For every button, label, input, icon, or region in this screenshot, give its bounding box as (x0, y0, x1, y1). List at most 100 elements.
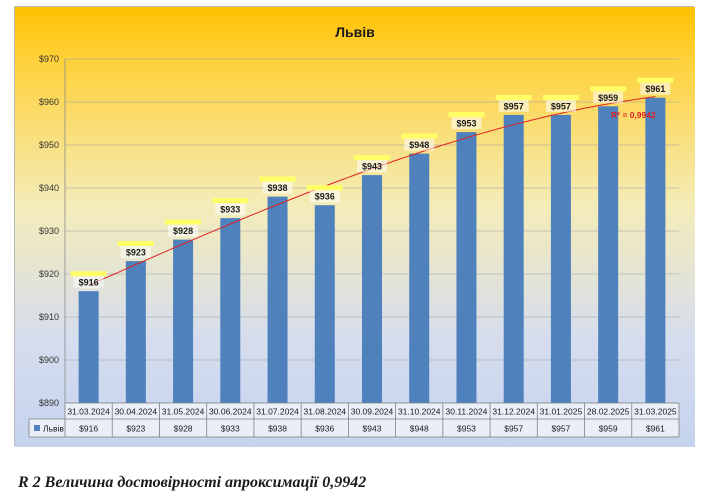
y-tick-label: $890 (39, 398, 59, 408)
data-label: $928 (173, 226, 193, 236)
data-label-highlight (590, 86, 627, 92)
legend-swatch (34, 425, 40, 431)
bar (314, 205, 335, 403)
data-label-box (545, 99, 576, 112)
data-label-box (451, 117, 482, 130)
bar (220, 218, 241, 403)
table-value: $959 (599, 424, 618, 434)
table-value: $943 (363, 424, 382, 434)
bar (362, 175, 382, 403)
data-label: $916 (79, 278, 99, 288)
data-label-box (498, 99, 529, 112)
data-label: $957 (551, 101, 571, 111)
data-label-highlight (637, 77, 674, 83)
x-tick-label: 31.01.2025 (540, 407, 583, 417)
table-value: $928 (174, 424, 193, 434)
table-header-row (65, 403, 679, 419)
bar (78, 291, 99, 403)
table-value: $957 (504, 424, 523, 434)
data-labels: $916 $923 $928 $933 $938 $936 $943 $948 $953 $957… (70, 77, 674, 289)
table-value: $916 (79, 424, 98, 434)
data-label-box (404, 138, 435, 151)
data-label-highlight (70, 271, 107, 277)
data-label-highlight (448, 112, 485, 118)
data-label-box (215, 203, 246, 216)
data-label: $948 (409, 140, 429, 150)
table-value: $961 (646, 424, 665, 434)
x-tick-label: 31.08.2024 (303, 407, 346, 417)
data-label: $961 (645, 84, 665, 94)
y-tick-label: $940 (39, 183, 59, 193)
bar (503, 114, 524, 404)
data-label-highlight (165, 219, 202, 225)
caption: R 2 Величина достовірності апроксимації … (18, 474, 367, 491)
data-label-box (262, 181, 293, 194)
chart-frame: Львів $890 $900 $910 $920 $930 $940 $950 $960 $9… (14, 6, 695, 447)
data-label: $959 (598, 93, 618, 103)
data-label-highlight (212, 198, 249, 204)
x-tick-label: 31.10.2024 (398, 407, 441, 417)
r2-label: R² = 0,9942 (611, 110, 656, 120)
data-label-box (593, 91, 624, 104)
chart-background (15, 7, 695, 447)
data-label-highlight (354, 155, 390, 161)
y-tick-label: $910 (39, 312, 59, 322)
bar (409, 153, 430, 403)
bars (78, 97, 666, 404)
table-value: $957 (551, 424, 570, 434)
data-label: $957 (504, 101, 524, 111)
data-label-box (168, 224, 199, 237)
x-tick-label: 31.03.2025 (634, 407, 677, 417)
y-tick-label: $920 (39, 269, 59, 279)
x-tick-label: 31.05.2024 (162, 407, 205, 417)
table-data-row (29, 419, 679, 437)
table-value: $953 (457, 424, 476, 434)
table-value: $936 (315, 424, 334, 434)
y-tick-label: $960 (39, 97, 59, 107)
y-tick-label: $900 (39, 355, 59, 365)
y-axis: $890 $900 $910 $920 $930 $940 $950 $960 $970 (39, 54, 66, 408)
x-tick-label: 30.11.2024 (446, 407, 488, 417)
data-label-highlight (542, 94, 579, 100)
data-label: $933 (220, 205, 240, 215)
data-label-highlight (306, 185, 343, 191)
data-label: $943 (362, 162, 382, 172)
bar (173, 239, 194, 403)
data-label: $938 (268, 183, 288, 193)
chart-title: Львів (335, 24, 375, 40)
x-tick-label: 30.09.2024 (351, 407, 394, 417)
data-label-box (120, 246, 151, 259)
x-tick-label: 31.07.2024 (256, 407, 299, 417)
table-value: $923 (126, 424, 145, 434)
data-table: 31.03.2024 30.04.2024 31.05.2024 30.06.2024… (28, 402, 680, 438)
y-tick-label: $970 (39, 54, 59, 64)
bar (125, 261, 146, 403)
x-tick-label: 31.03.2024 (67, 407, 110, 417)
chart: Львів $890 $900 $910 $920 $930 $940 $950 $960 $9… (15, 7, 695, 447)
x-tick-label: 31.12.2024 (492, 407, 535, 417)
table-value: $933 (221, 424, 240, 434)
data-label-box (309, 190, 340, 203)
data-label-box (73, 276, 104, 289)
y-tick-label: $950 (39, 140, 59, 150)
x-tick-label: 28.02.2025 (587, 407, 630, 417)
data-label: $936 (315, 192, 335, 202)
y-tick-label: $930 (39, 226, 59, 236)
bar (267, 196, 288, 403)
bar (456, 132, 477, 403)
data-label-box (640, 82, 671, 95)
data-label-highlight (259, 176, 296, 182)
data-label: $923 (126, 248, 146, 258)
data-label-highlight (401, 133, 438, 139)
data-label: $953 (456, 119, 476, 129)
legend-label: Львів (43, 424, 64, 434)
bar (550, 114, 571, 404)
data-label-highlight (495, 94, 532, 100)
bar (645, 97, 666, 403)
data-label-highlight (117, 241, 154, 247)
x-tick-label: 30.04.2024 (115, 407, 158, 417)
table-value: $948 (410, 424, 429, 434)
x-tick-label: 30.06.2024 (209, 407, 252, 417)
bar (598, 106, 619, 404)
table-value: $938 (268, 424, 287, 434)
